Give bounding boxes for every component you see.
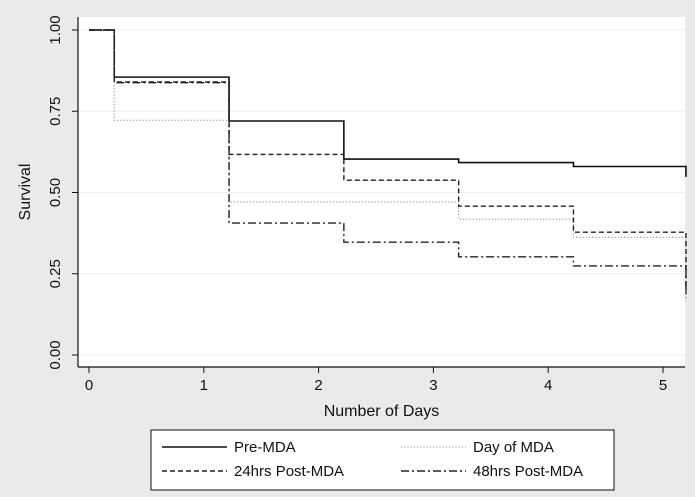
series-layer [89,29,687,301]
x-ticks: 0 1 2 3 4 5 [85,367,667,394]
grid [78,29,685,356]
series-line-day-of-mda [89,29,687,301]
x-tick-label: 2 [314,377,322,394]
legend-label: 24hrs Post-MDA [234,463,344,480]
series-line-48hrs-post-mda [89,29,687,298]
y-axis-title: Survival [17,164,34,221]
x-tick-label: 4 [544,377,552,394]
y-tick-label: 1.00 [47,15,64,44]
y-ticks: 0.00 0.25 0.50 0.75 1.00 [47,15,78,370]
y-tick-label: 0.75 [47,97,64,126]
legend-label: Pre-MDA [234,439,296,456]
x-tick-label: 3 [429,377,437,394]
legend: Pre-MDA Day of MDA 24hrs Post-MDA 48hrs Pos… [150,429,615,491]
legend-label: Day of MDA [473,439,554,456]
legend-box [150,429,615,491]
x-tick-label: 0 [85,377,93,394]
x-tick-label: 5 [659,377,667,394]
y-tick-label: 0.50 [47,178,64,207]
legend-label: 48hrs Post-MDA [473,463,583,480]
y-tick-label: 0.00 [47,340,64,369]
y-tick-label: 0.25 [47,259,64,288]
x-tick-label: 1 [200,377,208,394]
x-axis-title: Number of Days [324,403,440,420]
